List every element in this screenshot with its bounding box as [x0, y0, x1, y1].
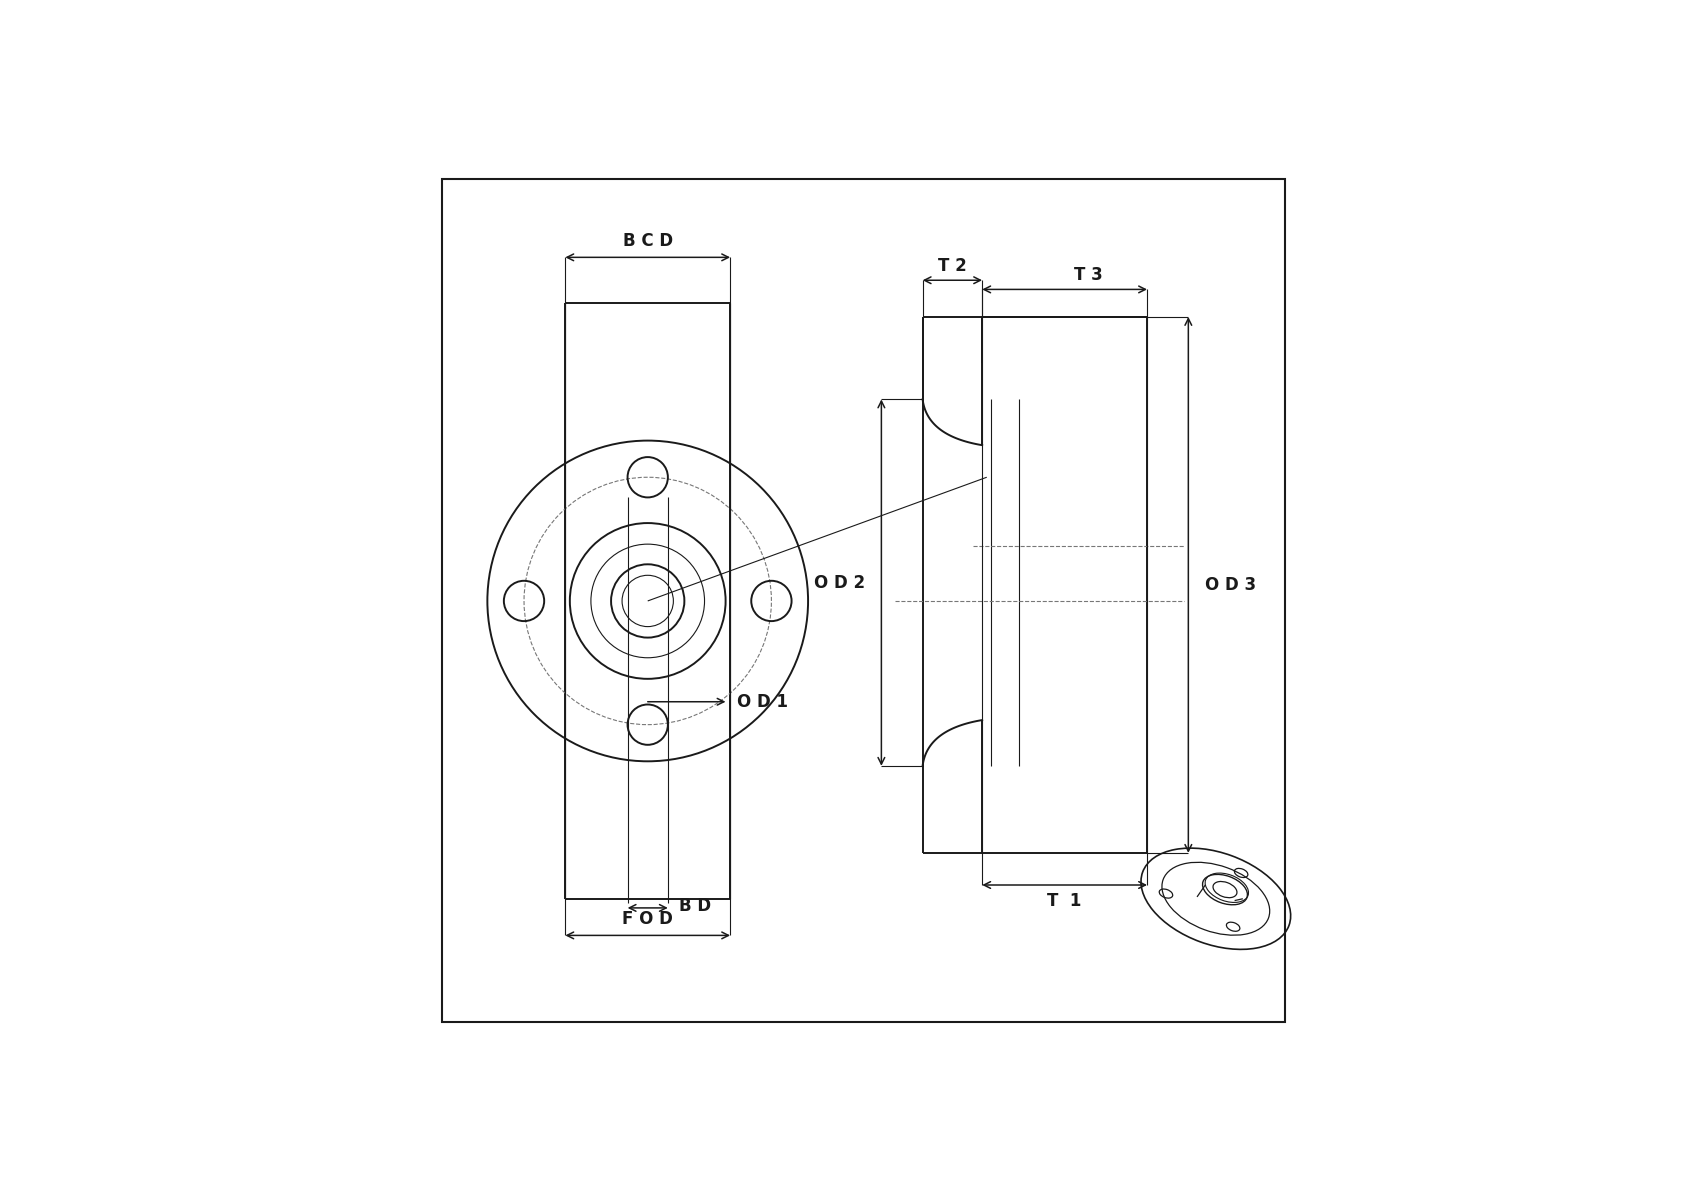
- Text: F O D: F O D: [623, 910, 674, 928]
- Text: B C D: B C D: [623, 232, 674, 250]
- Text: B D: B D: [679, 897, 711, 915]
- Text: O D 2: O D 2: [813, 574, 866, 591]
- Text: T  1: T 1: [1047, 892, 1081, 910]
- Text: T 2: T 2: [938, 257, 967, 275]
- Text: O D 3: O D 3: [1204, 576, 1256, 594]
- Text: T 3: T 3: [1074, 265, 1103, 283]
- Text: O D 1: O D 1: [736, 693, 788, 710]
